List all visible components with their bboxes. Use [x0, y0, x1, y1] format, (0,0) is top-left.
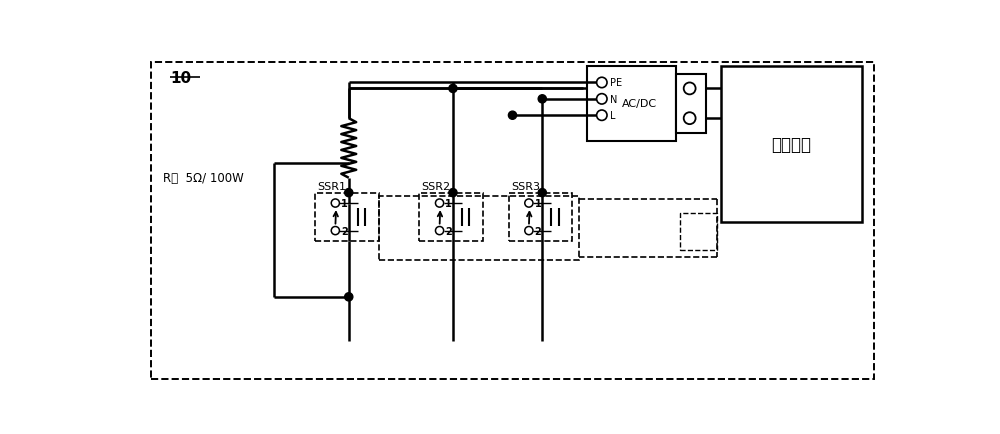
- Circle shape: [435, 227, 444, 235]
- Bar: [315, 193, 379, 241]
- Text: SSR2: SSR2: [422, 182, 451, 192]
- Circle shape: [684, 83, 696, 95]
- Text: PE: PE: [610, 78, 622, 88]
- Circle shape: [525, 200, 533, 207]
- Text: L: L: [610, 111, 616, 121]
- Text: R：  5Ω/ 100W: R： 5Ω/ 100W: [163, 172, 243, 185]
- Bar: [509, 193, 572, 241]
- Circle shape: [684, 113, 696, 125]
- Text: SSR3: SSR3: [511, 182, 540, 192]
- Circle shape: [449, 189, 457, 197]
- Circle shape: [538, 189, 546, 197]
- Text: N: N: [610, 95, 617, 105]
- Text: SSR1: SSR1: [317, 182, 346, 192]
- Text: 2: 2: [341, 226, 348, 236]
- Circle shape: [597, 95, 607, 105]
- Circle shape: [597, 78, 607, 89]
- Bar: [379, 197, 579, 260]
- Text: 1: 1: [445, 199, 452, 209]
- Text: AC/DC: AC/DC: [621, 99, 657, 109]
- Circle shape: [345, 189, 353, 197]
- Circle shape: [525, 227, 533, 235]
- Circle shape: [331, 227, 339, 235]
- Text: 1: 1: [341, 199, 348, 209]
- Text: 2: 2: [534, 226, 541, 236]
- Bar: [419, 193, 483, 241]
- Circle shape: [345, 293, 353, 301]
- Circle shape: [538, 95, 546, 104]
- Circle shape: [435, 200, 444, 207]
- Circle shape: [331, 200, 339, 207]
- Circle shape: [508, 112, 517, 120]
- Text: 10: 10: [170, 71, 191, 85]
- Bar: [680, 213, 717, 250]
- Text: 控制模块: 控制模块: [772, 136, 812, 154]
- Circle shape: [449, 85, 457, 93]
- Text: 2: 2: [445, 226, 452, 236]
- Bar: [587, 67, 676, 141]
- Text: 1: 1: [534, 199, 541, 209]
- Bar: [676, 74, 706, 134]
- Bar: [721, 67, 862, 223]
- Circle shape: [597, 111, 607, 121]
